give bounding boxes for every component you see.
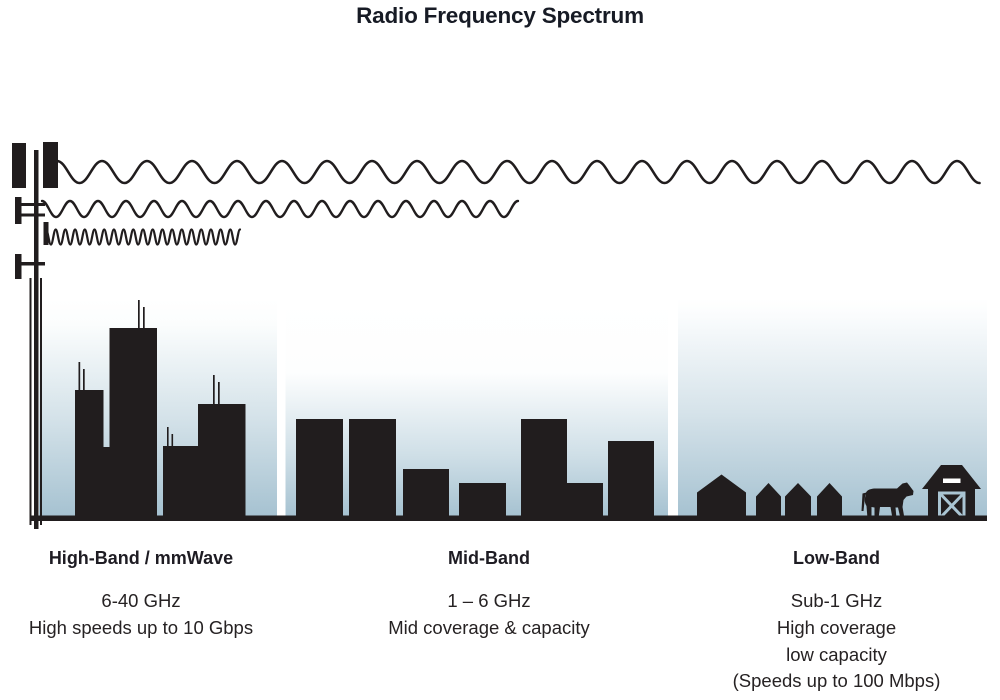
band-label-low: Low-Band Sub-1 GHz High coverage low cap…	[698, 548, 975, 695]
skyscrapers-illustration	[75, 300, 246, 520]
rooftop-antenna-icon	[138, 300, 140, 329]
spectrum-illustration	[12, 142, 987, 529]
band-name-mid: Mid-Band	[448, 548, 530, 568]
house-icon	[817, 483, 842, 520]
ground-line	[30, 515, 987, 521]
band-detail-high: High speeds up to 10 Gbps	[28, 616, 254, 638]
band-name-high: High-Band / mmWave	[48, 548, 234, 568]
midrise-buildings-illustration	[296, 419, 654, 518]
band-detail-low: (Speeds up to 100 Mbps)	[732, 670, 941, 692]
band-label-high: High-Band / mmWave 6-40 GHz High speeds …	[10, 548, 272, 642]
rooftop-antenna-icon	[143, 307, 145, 329]
cow-icon	[861, 482, 914, 519]
house-icon	[697, 474, 746, 520]
short-wavelength-wave-icon	[44, 228, 242, 246]
page-title: Radio Frequency Spectrum	[356, 3, 644, 28]
house-icon	[756, 483, 781, 520]
cell-tower-icon	[12, 142, 58, 529]
rooftop-antenna-icon	[78, 362, 81, 391]
band-label-mid: Mid-Band 1 – 6 GHz Mid coverage & capaci…	[369, 548, 609, 642]
rooftop-antenna-icon	[83, 369, 85, 391]
band-name-low: Low-Band	[793, 548, 880, 568]
rooftop-antenna-icon	[171, 434, 174, 447]
band-detail-low: low capacity	[786, 643, 887, 665]
rural-scene-illustration	[697, 465, 981, 520]
band-freq-high: 6-40 GHz	[101, 590, 181, 611]
medium-wavelength-wave-icon	[40, 199, 520, 219]
barn-icon	[922, 465, 981, 520]
rooftop-antenna-icon	[167, 427, 169, 447]
band-freq-mid: 1 – 6 GHz	[447, 590, 531, 611]
band-detail-mid: Mid coverage & capacity	[388, 616, 590, 638]
band-detail-low: High coverage	[776, 616, 897, 638]
rooftop-antenna-icon	[218, 382, 220, 405]
band-freq-low: Sub-1 GHz	[790, 590, 883, 611]
house-icon	[785, 483, 811, 520]
rooftop-antenna-icon	[213, 375, 215, 405]
long-wavelength-wave-icon	[55, 159, 981, 185]
